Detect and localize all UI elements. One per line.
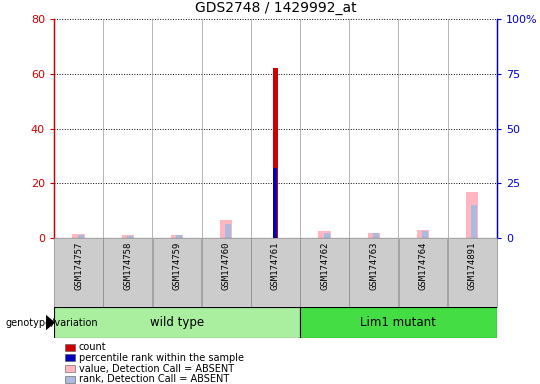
Title: GDS2748 / 1429992_at: GDS2748 / 1429992_at xyxy=(194,2,356,15)
Bar xyxy=(202,238,251,307)
Bar xyxy=(78,235,84,238)
Polygon shape xyxy=(46,316,54,329)
Text: Lim1 mutant: Lim1 mutant xyxy=(361,316,436,329)
Bar xyxy=(368,233,380,238)
Bar xyxy=(122,235,134,238)
Bar xyxy=(323,233,329,238)
Bar xyxy=(422,231,428,238)
Bar xyxy=(448,238,497,307)
Bar xyxy=(300,238,349,307)
Text: value, Detection Call = ABSENT: value, Detection Call = ABSENT xyxy=(79,364,234,374)
Bar xyxy=(399,238,447,307)
Bar xyxy=(273,168,278,238)
Text: genotype/variation: genotype/variation xyxy=(5,318,98,328)
Bar xyxy=(171,235,183,238)
Bar xyxy=(300,307,497,338)
Bar xyxy=(127,236,133,238)
Bar xyxy=(466,192,478,238)
Bar xyxy=(176,235,182,238)
Text: percentile rank within the sample: percentile rank within the sample xyxy=(79,353,244,363)
Bar xyxy=(471,205,477,238)
Text: GSM174757: GSM174757 xyxy=(74,242,83,290)
Text: GSM174762: GSM174762 xyxy=(320,242,329,290)
Text: GSM174891: GSM174891 xyxy=(468,242,477,290)
Text: GSM174761: GSM174761 xyxy=(271,242,280,290)
Text: GSM174759: GSM174759 xyxy=(172,242,181,290)
Text: wild type: wild type xyxy=(150,316,204,329)
Bar xyxy=(72,234,85,238)
Bar xyxy=(373,233,379,238)
Bar xyxy=(225,224,231,238)
Bar xyxy=(104,238,152,307)
Bar xyxy=(54,238,103,307)
Bar xyxy=(54,307,300,338)
Text: GSM174758: GSM174758 xyxy=(123,242,132,290)
Text: count: count xyxy=(79,342,106,352)
Text: GSM174764: GSM174764 xyxy=(418,242,428,290)
Text: GSM174763: GSM174763 xyxy=(369,242,379,290)
Bar xyxy=(319,231,330,238)
Text: GSM174760: GSM174760 xyxy=(222,242,231,290)
Bar xyxy=(251,238,300,307)
Bar xyxy=(349,238,398,307)
Bar xyxy=(220,220,232,238)
Bar xyxy=(153,238,201,307)
Bar xyxy=(273,68,278,238)
Bar xyxy=(417,230,429,238)
Text: rank, Detection Call = ABSENT: rank, Detection Call = ABSENT xyxy=(79,374,229,384)
